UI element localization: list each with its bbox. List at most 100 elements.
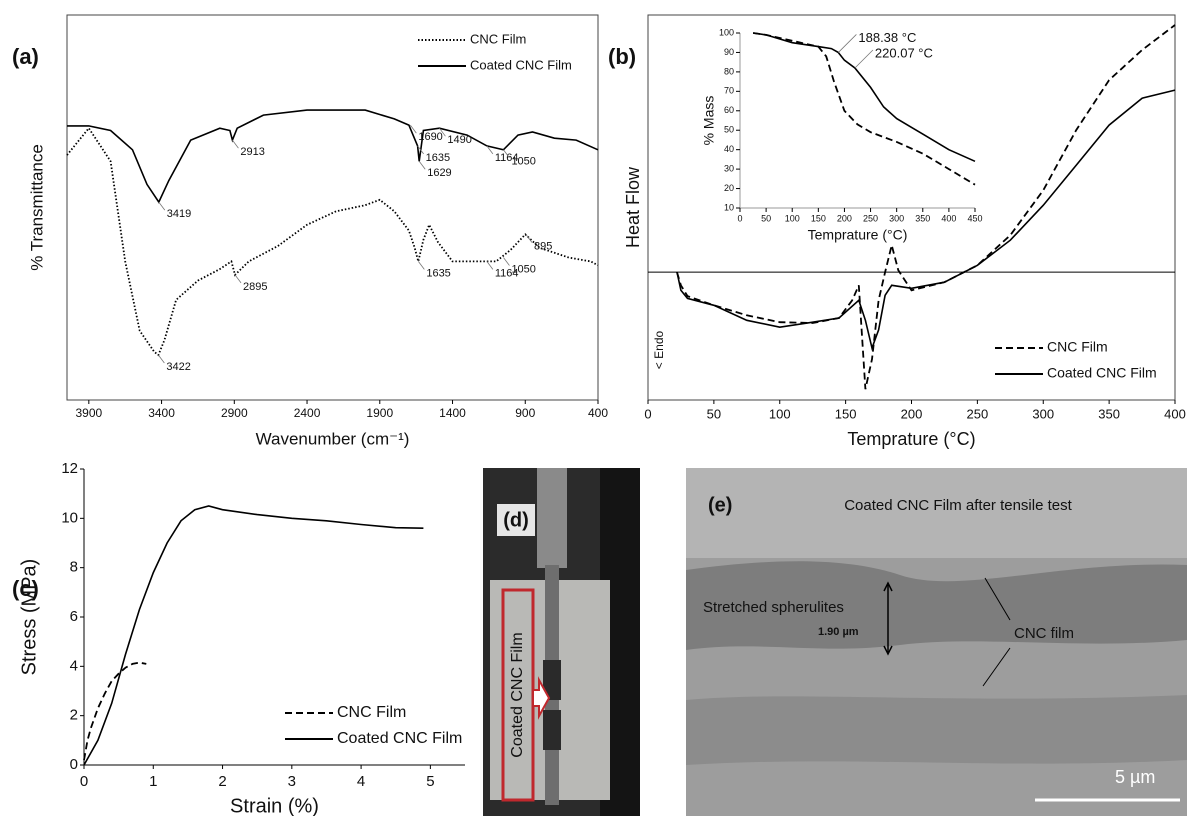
x-tick-label: 300 [889, 213, 904, 223]
annotation: 1635 [426, 152, 450, 164]
annotation: 1490 [447, 134, 471, 146]
x-tick-label: 3 [288, 773, 296, 790]
x-tick-label: 0 [644, 406, 651, 421]
x-tick-label: 400 [941, 213, 956, 223]
annotation-leader [417, 145, 424, 155]
y-tick-label: 40 [724, 144, 734, 154]
label-bg [497, 504, 535, 536]
annotation: 2895 [243, 281, 267, 293]
sample-label: Coated CNC Film [509, 632, 526, 757]
series-line [83, 505, 424, 766]
x-tick-label: 1900 [366, 406, 393, 420]
series-line [676, 89, 1176, 351]
x-tick-label: 0 [737, 213, 742, 223]
photo-panel: (d) Coated CNC Film [483, 468, 640, 816]
annotation-leader [439, 127, 446, 137]
x-tick-label: 0 [80, 773, 88, 790]
x-tick-label: 350 [1098, 406, 1120, 421]
annotation-leader [854, 49, 874, 69]
axis-note: < Endo [652, 330, 666, 369]
series-line [752, 32, 976, 163]
annotation: 2913 [240, 146, 264, 158]
x-tick-label: 150 [835, 406, 857, 421]
x-tick-label: 200 [837, 213, 852, 223]
x-tick-label: 400 [1164, 406, 1186, 421]
y-tick-label: 12 [61, 460, 78, 477]
x-axis-label: Temprature (°C) [847, 429, 975, 449]
annotation-leader [503, 149, 510, 158]
annotation-leader [503, 257, 510, 266]
annotation: 1164 [495, 152, 519, 164]
y-tick-label: 90 [724, 47, 734, 57]
scale-bar-label: 5 µm [1115, 767, 1155, 787]
legend-label: Coated CNC Film [1047, 365, 1157, 381]
x-tick-label: 3400 [148, 406, 175, 420]
annotation: 1635 [426, 267, 450, 279]
x-tick-label: 300 [1032, 406, 1054, 421]
sem-title: Coated CNC Film after tensile test [844, 497, 1072, 514]
x-axis-label: Temprature (°C) [808, 227, 908, 243]
layer-label: CNC film [1014, 625, 1074, 642]
series-line [676, 24, 1176, 390]
annotation-leader [525, 234, 533, 243]
annotation: 220.07 °C [875, 45, 933, 60]
x-tick-label: 2400 [294, 406, 321, 420]
x-tick-label: 100 [785, 213, 800, 223]
x-tick-label: 200 [901, 406, 923, 421]
x-tick-label: 3900 [75, 406, 102, 420]
annotation-leader [486, 261, 494, 270]
y-tick-label: 70 [724, 86, 734, 96]
x-tick-label: 100 [769, 406, 791, 421]
grip-top [537, 468, 567, 568]
annotation: 1050 [511, 156, 535, 168]
sem-panel: (e) Coated CNC Film after tensile test S… [686, 468, 1187, 816]
annotation-leader [486, 145, 494, 155]
clamp [543, 660, 561, 700]
x-tick-label: 350 [915, 213, 930, 223]
pointer [982, 647, 1011, 687]
annotation-leader [232, 139, 239, 149]
x-axis-label: Strain (%) [230, 795, 319, 816]
annotation-leader [410, 124, 417, 134]
annotation: 3419 [167, 208, 191, 220]
y-tick-label: 100 [719, 27, 734, 37]
annotation-leader [418, 161, 426, 170]
y-axis-label: % Transmittance [27, 144, 46, 271]
x-tick-label: 2900 [221, 406, 248, 420]
x-tick-label: 4 [357, 773, 365, 790]
legend-label: CNC Film [1047, 339, 1108, 355]
legend-label: CNC Film [470, 31, 526, 46]
series-line [83, 661, 147, 761]
annotation: 1690 [418, 131, 442, 143]
x-tick-label: 5 [426, 773, 434, 790]
y-tick-label: 10 [724, 202, 734, 212]
annotation: 1629 [427, 167, 451, 179]
annotation: 1164 [495, 267, 519, 279]
annotation-leader [838, 34, 857, 53]
panel-label: (b) [608, 44, 636, 69]
y-tick-label: 6 [70, 608, 78, 625]
x-tick-label: 150 [811, 213, 826, 223]
annotation: 3422 [166, 361, 190, 373]
x-tick-label: 400 [588, 406, 608, 420]
pointer [984, 577, 1011, 621]
annotation-leader [234, 274, 242, 284]
annotation-leader [158, 354, 165, 364]
annotation-leader [418, 261, 425, 270]
feature-label: Stretched spherulites [703, 599, 844, 616]
panel-label: (e) [708, 494, 732, 516]
series-line [752, 32, 976, 186]
x-tick-label: 900 [515, 406, 535, 420]
arrow-heads [883, 581, 893, 656]
plot-frame [66, 14, 599, 401]
y-tick-label: 30 [724, 163, 734, 173]
legend-label: Coated CNC Film [470, 57, 572, 72]
y-tick-label: 10 [61, 509, 78, 526]
legend-label: CNC Film [337, 704, 406, 721]
x-tick-label: 1 [149, 773, 157, 790]
y-axis-label: % Mass [701, 96, 717, 146]
y-tick-label: 60 [724, 105, 734, 115]
panel-label: (a) [12, 44, 39, 69]
